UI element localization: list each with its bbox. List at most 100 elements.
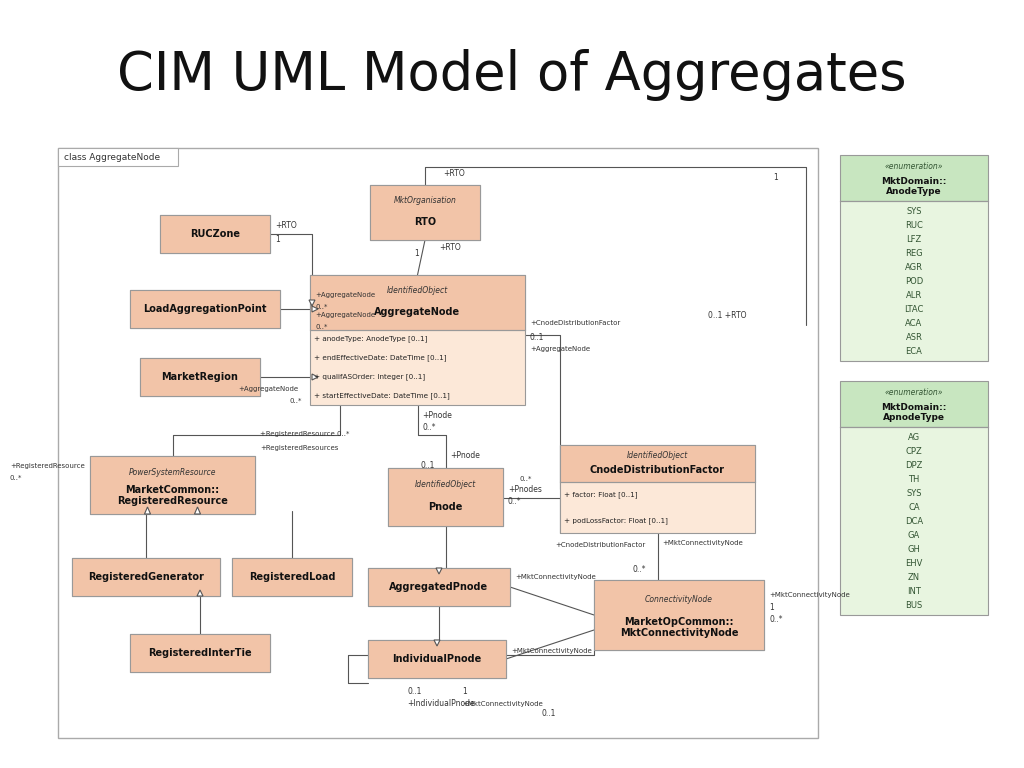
Text: CPZ: CPZ: [905, 446, 923, 455]
Text: 0..*: 0..*: [519, 476, 532, 482]
Text: DCA: DCA: [905, 517, 923, 525]
Bar: [368, 568, 510, 606]
Text: 1: 1: [462, 687, 467, 697]
Text: INT: INT: [907, 587, 921, 595]
Polygon shape: [197, 590, 203, 596]
Bar: [90, 456, 255, 514]
Bar: [594, 580, 764, 650]
Text: ACA: ACA: [905, 319, 923, 327]
Text: AG: AG: [908, 432, 920, 442]
Polygon shape: [436, 568, 442, 574]
Text: 1: 1: [415, 250, 420, 259]
Bar: [130, 634, 270, 672]
Text: REG: REG: [905, 249, 923, 257]
Text: RegisteredGenerator: RegisteredGenerator: [88, 572, 204, 582]
Bar: [130, 634, 270, 672]
Text: 0..*: 0..*: [10, 475, 23, 481]
Text: PowerSystemResource: PowerSystemResource: [129, 468, 216, 477]
Text: 0..*: 0..*: [315, 324, 328, 330]
Bar: [594, 580, 764, 650]
Bar: [560, 445, 755, 533]
Text: +MktConnectivityNode: +MktConnectivityNode: [515, 574, 596, 580]
Text: CIM UML Model of Aggregates: CIM UML Model of Aggregates: [117, 49, 907, 101]
Text: +AggregateNode: +AggregateNode: [315, 292, 375, 298]
Text: 0..1: 0..1: [530, 333, 545, 342]
Bar: [368, 640, 506, 678]
Polygon shape: [144, 507, 151, 514]
Text: 0..*: 0..*: [315, 304, 328, 310]
Text: IndividualPnode: IndividualPnode: [392, 654, 481, 664]
Text: + anodeType: AnodeType [0..1]: + anodeType: AnodeType [0..1]: [314, 336, 427, 343]
Text: 1: 1: [769, 603, 774, 611]
Bar: [840, 201, 988, 361]
Bar: [560, 445, 755, 482]
Polygon shape: [312, 374, 318, 380]
Text: +RegisteredResources: +RegisteredResources: [260, 445, 338, 451]
Text: 0..*: 0..*: [633, 565, 646, 574]
Text: ASR: ASR: [905, 333, 923, 342]
Text: POD: POD: [905, 276, 923, 286]
Text: CA: CA: [908, 502, 920, 511]
Bar: [232, 558, 352, 596]
Text: +RTO: +RTO: [443, 168, 465, 177]
Text: RegisteredInterTie: RegisteredInterTie: [148, 648, 252, 658]
Bar: [130, 290, 280, 328]
Text: 0..*: 0..*: [769, 614, 782, 624]
Text: EHV: EHV: [905, 558, 923, 568]
Text: +MktConnectivityNode: +MktConnectivityNode: [769, 592, 850, 598]
Text: +RTO: +RTO: [275, 221, 297, 230]
Polygon shape: [195, 507, 201, 514]
Text: LTAC: LTAC: [904, 304, 924, 313]
Text: LoadAggregationPoint: LoadAggregationPoint: [143, 304, 266, 314]
Text: +AggregateNode: +AggregateNode: [530, 346, 590, 352]
Text: DPZ: DPZ: [905, 461, 923, 469]
Text: MarketOpCommon::
MktConnectivityNode: MarketOpCommon:: MktConnectivityNode: [620, 617, 738, 638]
Bar: [72, 558, 220, 596]
Text: +Pnode: +Pnode: [451, 452, 480, 461]
Text: SYS: SYS: [906, 207, 922, 216]
Text: AggregatedPnode: AggregatedPnode: [389, 582, 488, 592]
Text: CnodeDistributionFactor: CnodeDistributionFactor: [590, 465, 725, 475]
Polygon shape: [312, 306, 318, 312]
Text: MktDomain::
ApnodeType: MktDomain:: ApnodeType: [882, 402, 946, 422]
Bar: [840, 155, 988, 201]
Text: 1: 1: [275, 234, 280, 243]
Bar: [90, 456, 255, 514]
Text: + podLossFactor: Float [0..1]: + podLossFactor: Float [0..1]: [564, 517, 668, 524]
Text: GA: GA: [908, 531, 921, 539]
Text: Pnode: Pnode: [428, 502, 463, 512]
Text: +MktConnectivityNode: +MktConnectivityNode: [511, 648, 592, 654]
Polygon shape: [309, 300, 315, 306]
Polygon shape: [434, 640, 440, 646]
Text: «enumeration»: «enumeration»: [885, 162, 943, 171]
Text: MarketCommon::
RegisteredResource: MarketCommon:: RegisteredResource: [117, 485, 228, 506]
Text: ECA: ECA: [905, 346, 923, 356]
Text: class AggregateNode: class AggregateNode: [63, 153, 160, 161]
Text: +AggregateNode: +AggregateNode: [315, 312, 375, 318]
Text: 0..1: 0..1: [407, 687, 421, 697]
Text: +RTO: +RTO: [439, 243, 461, 253]
Text: RTO: RTO: [414, 217, 436, 227]
Bar: [370, 185, 480, 240]
Text: ConnectivityNode: ConnectivityNode: [645, 595, 713, 604]
Bar: [140, 358, 260, 396]
Bar: [840, 427, 988, 615]
Bar: [160, 215, 270, 253]
Text: +Pnodes: +Pnodes: [508, 485, 542, 495]
Bar: [160, 215, 270, 253]
Text: MarketRegion: MarketRegion: [162, 372, 239, 382]
Text: 1: 1: [773, 173, 778, 181]
Text: + endEffectiveDate: DateTime [0..1]: + endEffectiveDate: DateTime [0..1]: [314, 355, 446, 361]
Bar: [368, 640, 506, 678]
Bar: [72, 558, 220, 596]
Text: 0..*: 0..*: [290, 398, 302, 404]
Text: BUS: BUS: [905, 601, 923, 610]
Bar: [310, 275, 525, 405]
Text: +RegisteredResource: +RegisteredResource: [10, 463, 85, 469]
Bar: [140, 358, 260, 396]
Bar: [388, 468, 503, 526]
Text: AGR: AGR: [905, 263, 923, 272]
Text: «enumeration»: «enumeration»: [885, 388, 943, 397]
Text: + qualifASOrder: Integer [0..1]: + qualifASOrder: Integer [0..1]: [314, 373, 425, 380]
Bar: [368, 568, 510, 606]
